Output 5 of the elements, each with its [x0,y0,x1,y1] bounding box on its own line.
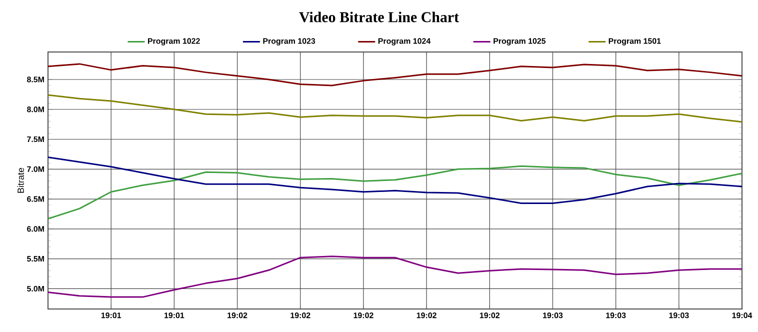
y-axis-title: Bitrate [17,168,24,193]
chart-title: Video Bitrate Line Chart [299,12,459,22]
line-series [48,63,742,86]
line-series [48,256,742,298]
line-series [48,165,742,220]
